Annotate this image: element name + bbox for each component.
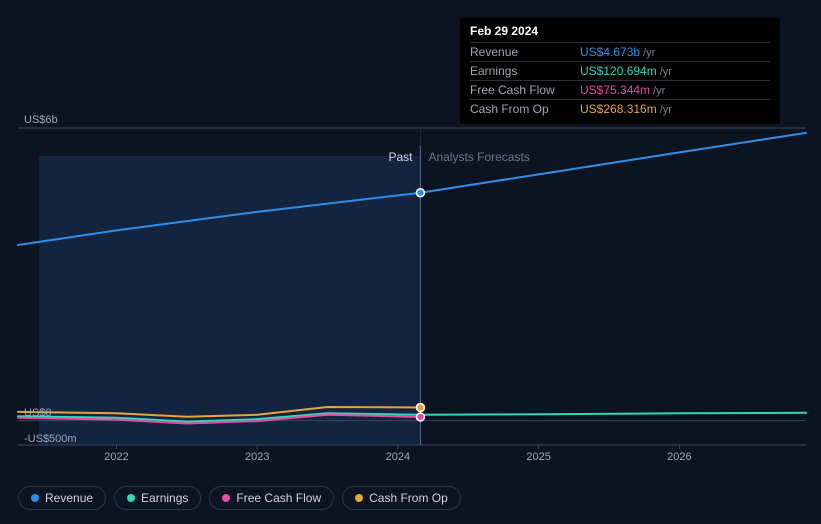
- y-axis-label: US$0: [24, 407, 52, 419]
- x-axis-label: 2022: [104, 451, 128, 463]
- legend-dot-icon: [127, 494, 135, 502]
- region-label-past: Past: [388, 150, 412, 164]
- tooltip-table: RevenueUS$4.673b/yrEarningsUS$120.694m/y…: [470, 42, 770, 118]
- legend-item-revenue[interactable]: Revenue: [18, 486, 106, 510]
- legend-label: Revenue: [45, 491, 93, 505]
- tooltip-row-unit: /yr: [660, 66, 672, 78]
- x-axis-label: 2025: [526, 451, 550, 463]
- tooltip-row-value-cell: US$120.694m/yr: [580, 62, 770, 81]
- tooltip-row: Free Cash FlowUS$75.344m/yr: [470, 81, 770, 100]
- tooltip-body: RevenueUS$4.673b/yrEarningsUS$120.694m/y…: [470, 43, 770, 119]
- chart-tooltip: Feb 29 2024 RevenueUS$4.673b/yrEarningsU…: [460, 18, 780, 124]
- tooltip-row-value-cell: US$75.344m/yr: [580, 81, 770, 100]
- legend-label: Earnings: [141, 491, 188, 505]
- tooltip-row-value: US$75.344m: [580, 83, 650, 97]
- legend-item-cfo[interactable]: Cash From Op: [342, 486, 461, 510]
- tooltip-row-label: Free Cash Flow: [470, 81, 580, 100]
- tooltip-row-value: US$268.316m: [580, 102, 657, 116]
- chart-legend: Revenue Earnings Free Cash Flow Cash From O…: [18, 486, 461, 510]
- legend-label: Cash From Op: [369, 491, 448, 505]
- tooltip-row-unit: /yr: [653, 85, 665, 97]
- tooltip-row: EarningsUS$120.694m/yr: [470, 62, 770, 81]
- y-axis-label: US$6b: [24, 114, 58, 126]
- tooltip-row: Cash From OpUS$268.316m/yr: [470, 100, 770, 119]
- x-axis-label: 2024: [386, 451, 410, 463]
- legend-item-fcf[interactable]: Free Cash Flow: [209, 486, 334, 510]
- legend-dot-icon: [355, 494, 363, 502]
- x-axis-label: 2023: [245, 451, 269, 463]
- y-axis-label: -US$500m: [24, 433, 77, 445]
- legend-dot-icon: [222, 494, 230, 502]
- region-label-forecast: Analysts Forecasts: [428, 150, 529, 164]
- tooltip-row: RevenueUS$4.673b/yr: [470, 43, 770, 62]
- tooltip-row-value-cell: US$4.673b/yr: [580, 43, 770, 62]
- tooltip-row-value-cell: US$268.316m/yr: [580, 100, 770, 119]
- x-axis-label: 2026: [667, 451, 691, 463]
- legend-dot-icon: [31, 494, 39, 502]
- tooltip-row-label: Earnings: [470, 62, 580, 81]
- tooltip-row-value: US$4.673b: [580, 45, 640, 59]
- tooltip-row-value: US$120.694m: [580, 64, 657, 78]
- tooltip-row-label: Revenue: [470, 43, 580, 62]
- tooltip-title: Feb 29 2024: [470, 24, 770, 38]
- forecast-chart: Feb 29 2024 RevenueUS$4.673b/yrEarningsU…: [0, 0, 821, 524]
- tooltip-row-unit: /yr: [660, 104, 672, 116]
- legend-label: Free Cash Flow: [236, 491, 321, 505]
- tooltip-row-unit: /yr: [643, 47, 655, 59]
- legend-item-earnings[interactable]: Earnings: [114, 486, 201, 510]
- tooltip-row-label: Cash From Op: [470, 100, 580, 119]
